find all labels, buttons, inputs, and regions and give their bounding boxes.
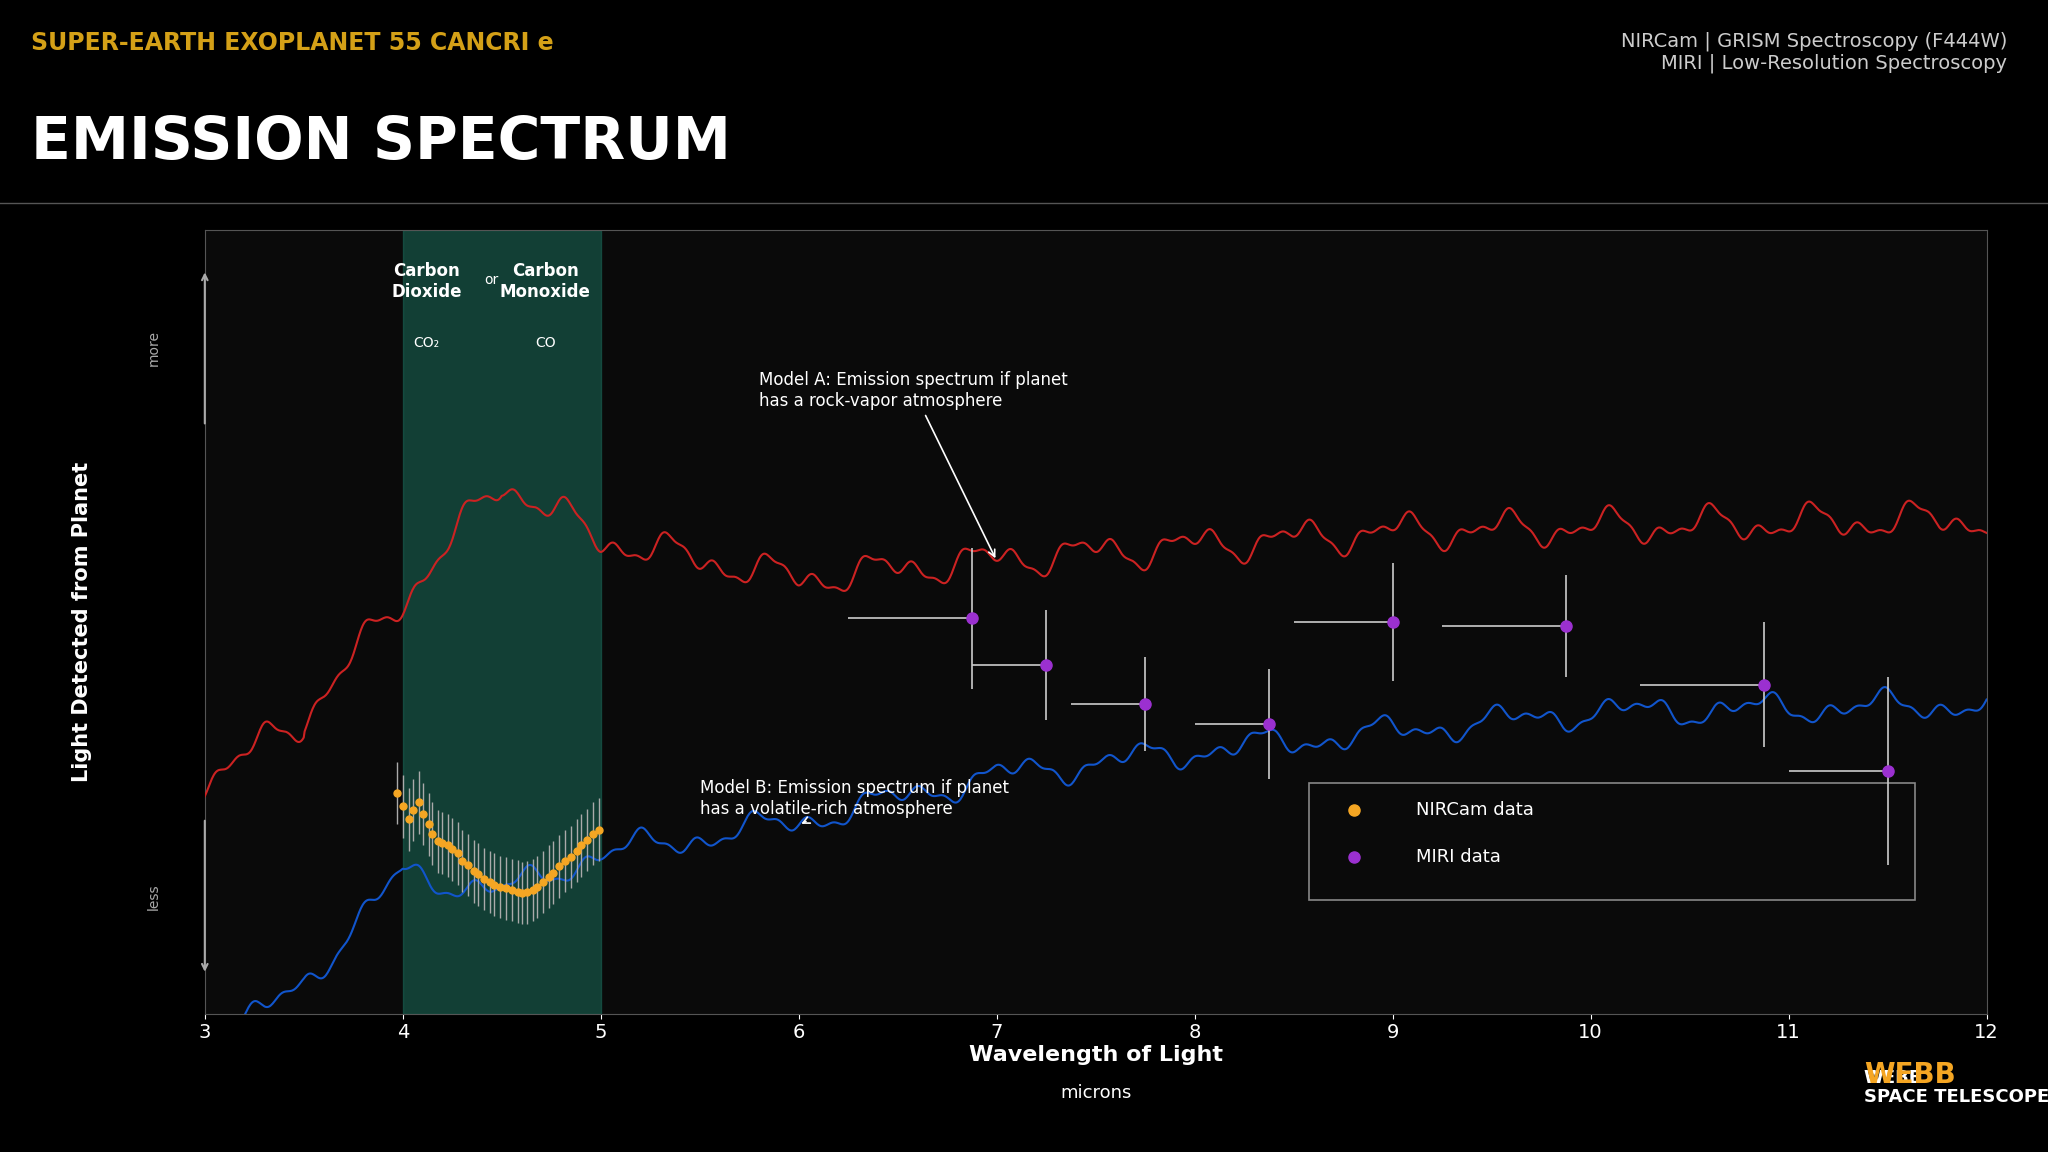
Text: NIRCam | GRISM Spectroscopy (F444W)
MIRI | Low-Resolution Spectroscopy: NIRCam | GRISM Spectroscopy (F444W) MIRI… bbox=[1620, 31, 2007, 73]
Text: or: or bbox=[485, 273, 500, 288]
Text: NIRCam data: NIRCam data bbox=[1417, 801, 1534, 819]
Text: less: less bbox=[145, 882, 160, 910]
Text: Model A: Emission spectrum if planet
has a rock-vapor atmosphere: Model A: Emission spectrum if planet has… bbox=[760, 371, 1067, 556]
Text: EMISSION SPECTRUM: EMISSION SPECTRUM bbox=[31, 114, 731, 170]
Text: SUPER-EARTH EXOPLANET 55 CANCRI e: SUPER-EARTH EXOPLANET 55 CANCRI e bbox=[31, 31, 553, 55]
Text: more: more bbox=[145, 329, 160, 366]
Text: Carbon
Monoxide: Carbon Monoxide bbox=[500, 262, 590, 301]
Text: WEBB: WEBB bbox=[1864, 1061, 1956, 1089]
Text: Model B: Emission spectrum if planet
has a volatile-rich atmosphere: Model B: Emission spectrum if planet has… bbox=[700, 779, 1010, 824]
Text: MIRI data: MIRI data bbox=[1417, 848, 1501, 866]
Text: microns: microns bbox=[1061, 1084, 1130, 1102]
Text: Light Detected from Planet: Light Detected from Planet bbox=[72, 462, 92, 782]
Bar bbox=[403, 230, 600, 1014]
Text: WEBB
SPACE TELESCOPE: WEBB SPACE TELESCOPE bbox=[1864, 1069, 2048, 1106]
X-axis label: Wavelength of Light: Wavelength of Light bbox=[969, 1045, 1223, 1066]
Text: CO₂: CO₂ bbox=[414, 336, 440, 350]
Text: Carbon
Dioxide: Carbon Dioxide bbox=[391, 262, 461, 301]
Text: CO: CO bbox=[535, 336, 555, 350]
